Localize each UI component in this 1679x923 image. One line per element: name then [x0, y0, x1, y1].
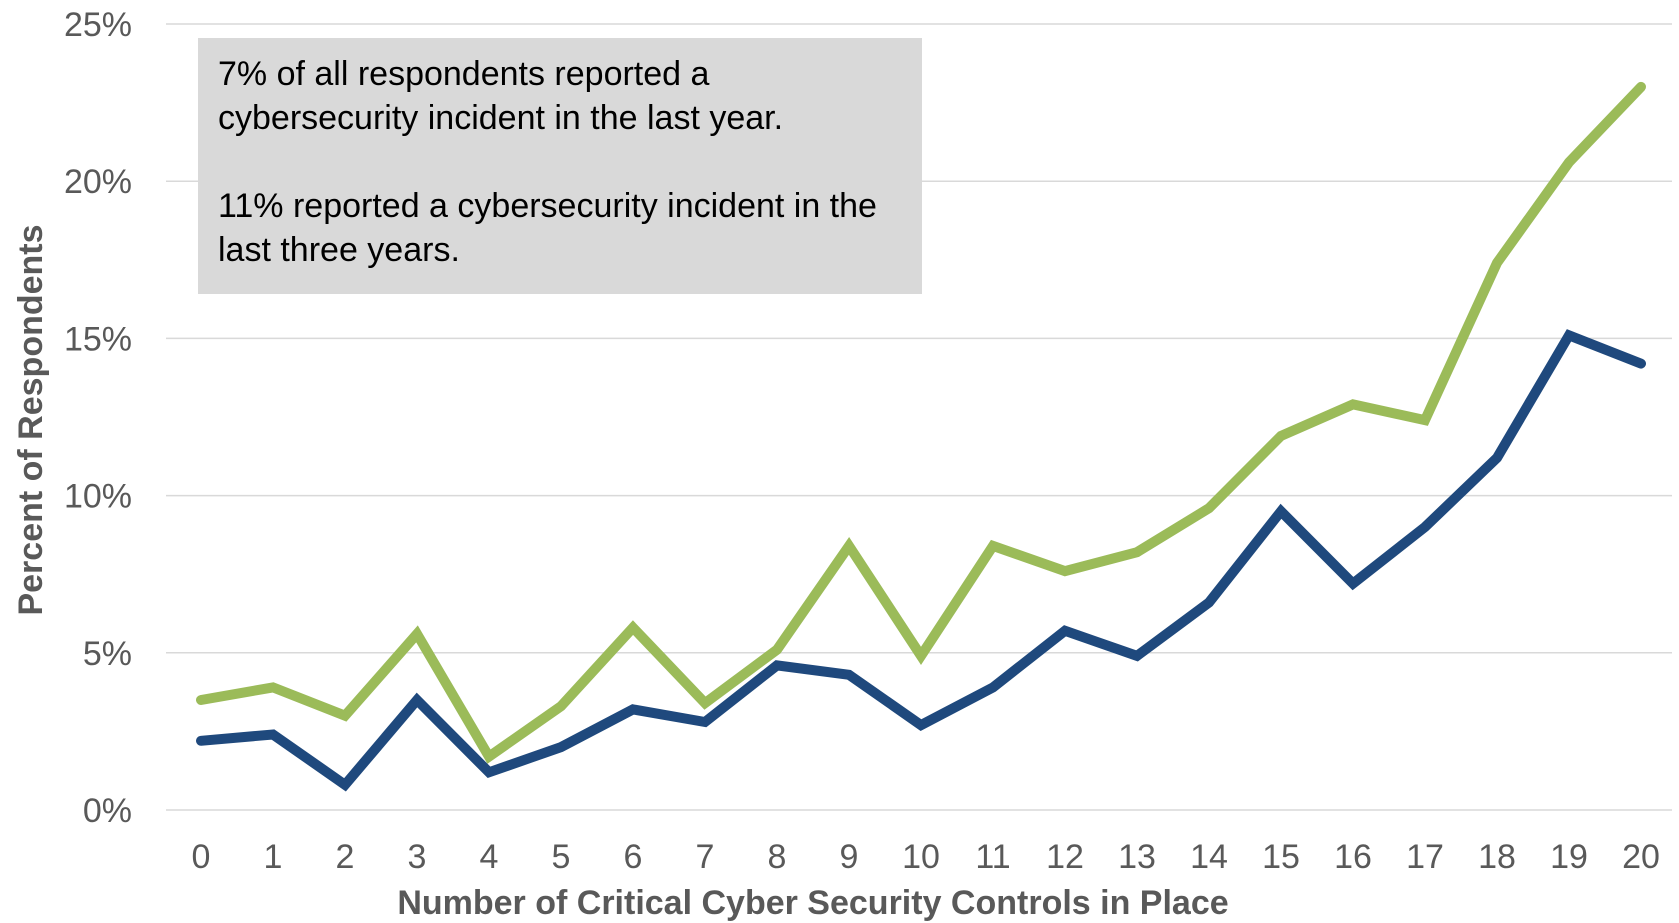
x-tick-label: 6	[624, 838, 643, 876]
series-line-1	[196, 81, 1646, 764]
annotation-box: 7% of all respondents reported a cyberse…	[198, 38, 922, 294]
y-tick-label: 10%	[64, 478, 132, 516]
x-tick-label: 16	[1334, 838, 1372, 876]
series-lines	[196, 81, 1646, 792]
x-tick-label: 14	[1190, 838, 1228, 876]
y-tick-label: 20%	[64, 163, 132, 201]
x-tick-label: 19	[1550, 838, 1588, 876]
x-tick-label: 3	[408, 838, 427, 876]
y-tick-label: 5%	[83, 635, 132, 673]
x-tick-label: 10	[902, 838, 940, 876]
x-tick-label: 12	[1046, 838, 1084, 876]
x-tick-label: 15	[1262, 838, 1300, 876]
y-tick-label: 0%	[83, 792, 132, 830]
x-axis-title: Number of Critical Cyber Security Contro…	[397, 884, 1228, 922]
x-tick-label: 9	[840, 838, 859, 876]
x-tick-label: 1	[264, 838, 283, 876]
x-tick-labels: 0 1 2 3 4 5 6 7 8 9 10 11 12 13 14 15 16 17 18 19 20	[192, 838, 1660, 876]
x-tick-label: 2	[336, 838, 355, 876]
x-tick-label: 0	[192, 838, 211, 876]
x-tick-label: 8	[768, 838, 787, 876]
annotation-line-2: 11% reported a cybersecurity incident in…	[218, 187, 877, 269]
y-axis-title: Percent of Respondents	[12, 224, 50, 615]
series-line-2	[196, 329, 1646, 792]
x-tick-label: 13	[1118, 838, 1156, 876]
x-tick-label: 7	[696, 838, 715, 876]
x-tick-label: 17	[1406, 838, 1444, 876]
x-tick-label: 5	[552, 838, 571, 876]
y-tick-labels: 0% 5% 10% 15% 20% 25%	[64, 6, 132, 830]
x-tick-label: 4	[480, 838, 499, 876]
annotation-line-1: 7% of all respondents reported a cyberse…	[218, 55, 784, 137]
x-tick-label: 20	[1622, 838, 1660, 876]
y-tick-label: 25%	[64, 6, 132, 44]
x-tick-label: 11	[975, 838, 1010, 876]
y-tick-label: 15%	[64, 320, 132, 358]
x-tick-label: 18	[1478, 838, 1516, 876]
